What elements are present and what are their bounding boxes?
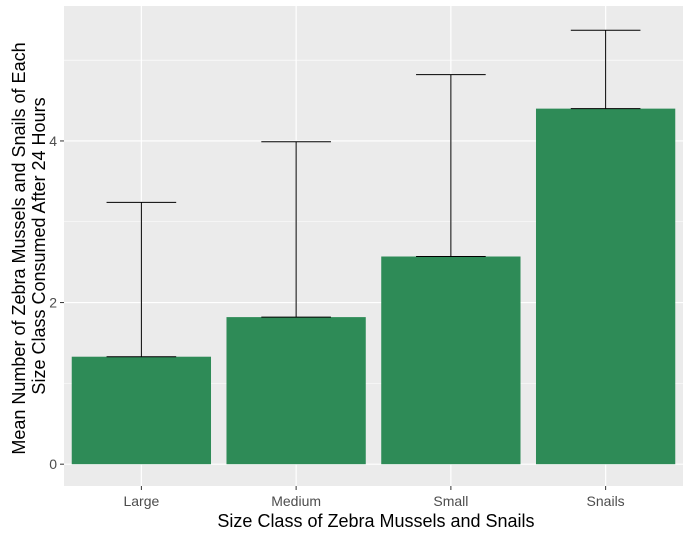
y-axis-title: Mean Number of Zebra Mussels and Snails … (9, 37, 49, 454)
y-tick-label: 4 (49, 133, 57, 149)
x-axis-title: Size Class of Zebra Mussels and Snails (217, 511, 534, 531)
bar-snails (535, 108, 676, 465)
y-tick-label: 2 (49, 295, 57, 311)
x-tick-label: Snails (587, 493, 625, 509)
y-axis: 0 2 4 (49, 133, 64, 472)
x-tick-label: Large (123, 493, 159, 509)
bar-small (381, 256, 521, 465)
x-axis: Large Medium Small Snails (123, 486, 625, 509)
x-tick-label: Medium (271, 493, 321, 509)
y-axis-title-line-2: Size Class Consumed After 24 Hours (29, 97, 49, 394)
y-axis-title-line-1: Mean Number of Zebra Mussels and Snails … (9, 42, 29, 454)
bars (71, 108, 676, 465)
bar-large (71, 356, 212, 465)
y-tick-label: 0 (49, 456, 57, 472)
x-tick-label: Small (433, 493, 468, 509)
bar-medium (226, 317, 366, 465)
error-bars (106, 29, 641, 358)
